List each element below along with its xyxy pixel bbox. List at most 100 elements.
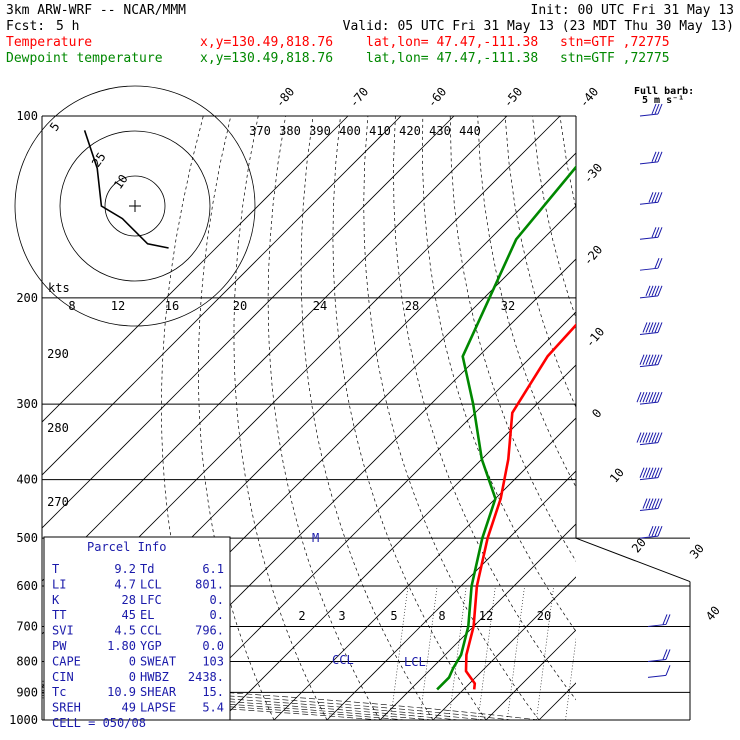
wind-barb: [639, 151, 663, 165]
barb-title: Full barb:: [634, 86, 694, 97]
isotherm: [42, 116, 402, 476]
parcel-row-value: 6.1: [202, 562, 224, 576]
parcel-row-value: 4.5: [114, 624, 136, 638]
wind-barb-staff: [647, 658, 667, 662]
pressure-tick-label: 800: [16, 654, 38, 668]
wind-barb-flag: [636, 391, 642, 403]
parcel-row-value: 10.9: [107, 685, 136, 699]
wind-barb-flag: [648, 391, 654, 403]
wind-barb-flag: [654, 432, 660, 443]
parcel-row-value: 0: [129, 670, 136, 684]
wind-barb-flag: [654, 354, 660, 365]
wind-barb-flag: [642, 432, 648, 443]
wind-barb: [647, 665, 671, 678]
wind-barb-flag: [657, 103, 663, 115]
parcel-row-value: 5.4: [202, 701, 224, 715]
wind-barb-flag: [642, 391, 648, 403]
wind-barb-flag: [657, 467, 663, 478]
wind-barb: [636, 391, 663, 405]
parcel-row-value: 15.: [202, 685, 224, 699]
wind-barb-staff: [639, 535, 659, 539]
pressure-tick-label: 700: [16, 619, 38, 633]
theta-e-label: 370: [249, 124, 271, 138]
wind-barb-flag: [654, 498, 660, 509]
ll-axis-label: 16: [165, 299, 179, 313]
parcel-row-label: TT: [52, 608, 66, 622]
pressure-tick-label: 400: [16, 473, 38, 487]
mixing-ratio-line: [565, 636, 576, 720]
right-temp-label: 0: [589, 406, 604, 421]
wind-barb-flag: [645, 391, 651, 403]
theta-e-label: 410: [369, 124, 391, 138]
right-temp-label: 40: [703, 603, 723, 623]
wind-barb-flag: [651, 467, 657, 478]
wind-barb-flag: [645, 285, 651, 297]
markers: CCL LCL M: [312, 531, 426, 669]
dry-adiabat: [477, 116, 576, 488]
parcel-row-label: EL: [140, 608, 154, 622]
temp-xy: x,y=130.49,818.76: [200, 35, 333, 50]
wind-barb: [639, 285, 663, 299]
dry-adiabat: [198, 116, 275, 720]
theta-e-label: 430: [429, 124, 451, 138]
mixing-ratio-label: 12: [479, 609, 493, 623]
wind-barb-flag: [639, 432, 645, 443]
wind-barb-flag: [645, 354, 651, 365]
parcel-row-value: 0.0: [202, 639, 224, 653]
top-temp-label: -60: [425, 85, 450, 111]
wind-barb-flag: [651, 103, 657, 115]
parcel-row-label: YGP: [140, 639, 162, 653]
parcel-row-label: LCL: [140, 577, 162, 591]
wind-barb: [647, 614, 671, 627]
pressure-tick-label: 200: [16, 291, 38, 305]
wind-barb-flag: [648, 467, 654, 478]
wind-barb-flag: [654, 103, 660, 115]
right-axis-diagonal: [575, 537, 691, 583]
wind-barb: [639, 103, 663, 117]
hodograph-trace: [83, 130, 169, 249]
hodograph-ring: [14, 85, 256, 327]
mixing-ratio-label: 5: [390, 609, 397, 623]
wind-barb-flag: [657, 192, 663, 203]
wind-barb-staff: [639, 113, 659, 117]
fcst-label: Fcst:: [6, 19, 45, 34]
wind-barb-flag: [645, 322, 651, 333]
wind-barb-flag: [645, 498, 651, 509]
dry-adiabat: [300, 116, 434, 720]
isotherm: [42, 116, 455, 529]
dry-adiabat: [587, 116, 740, 720]
top-temp-label: -50: [501, 85, 526, 111]
dry-adiabat: [504, 116, 576, 409]
mixing-ratio-line: [448, 585, 467, 720]
marker-lcl: LCL: [404, 655, 426, 669]
wind-barb-flag: [654, 227, 660, 238]
parcel-row-label: SHEAR: [140, 685, 177, 699]
wind-barb-flag: [662, 649, 668, 660]
parcel-row-value: 49: [122, 701, 136, 715]
wind-barb-flag: [642, 322, 648, 333]
wind-barb-flag: [657, 354, 663, 365]
mixing-ratio-label: 20: [537, 609, 551, 623]
theta-e-label: 440: [459, 124, 481, 138]
wind-barb: [639, 498, 663, 512]
hodograph-ring: [59, 130, 211, 282]
wind-barb-flag: [657, 391, 663, 403]
wind-barb-flag: [651, 192, 657, 203]
hodograph-ring-label: 25: [89, 150, 109, 170]
wind-barb-flag: [636, 432, 642, 443]
wind-barb-flag: [654, 391, 660, 403]
wind-barb-staff: [639, 267, 659, 271]
parcel-row-value: 9.2: [114, 562, 136, 576]
dry-adiabat: [559, 116, 576, 210]
temp-stn: stn=GTF ,72775: [560, 35, 670, 50]
wind-barb-flag: [665, 649, 671, 660]
wind-barb-flag: [654, 192, 660, 203]
wind-barb-flag: [654, 285, 660, 297]
parcel-row-value: 28: [122, 593, 136, 607]
model-title: 3km ARW-WRF -- NCAR/MMM: [6, 3, 186, 18]
wind-barb-staff: [647, 623, 667, 627]
isotherm: [273, 417, 576, 720]
parcel-row-label: LAPSE: [140, 701, 176, 715]
wind-barb-flag: [648, 525, 654, 537]
